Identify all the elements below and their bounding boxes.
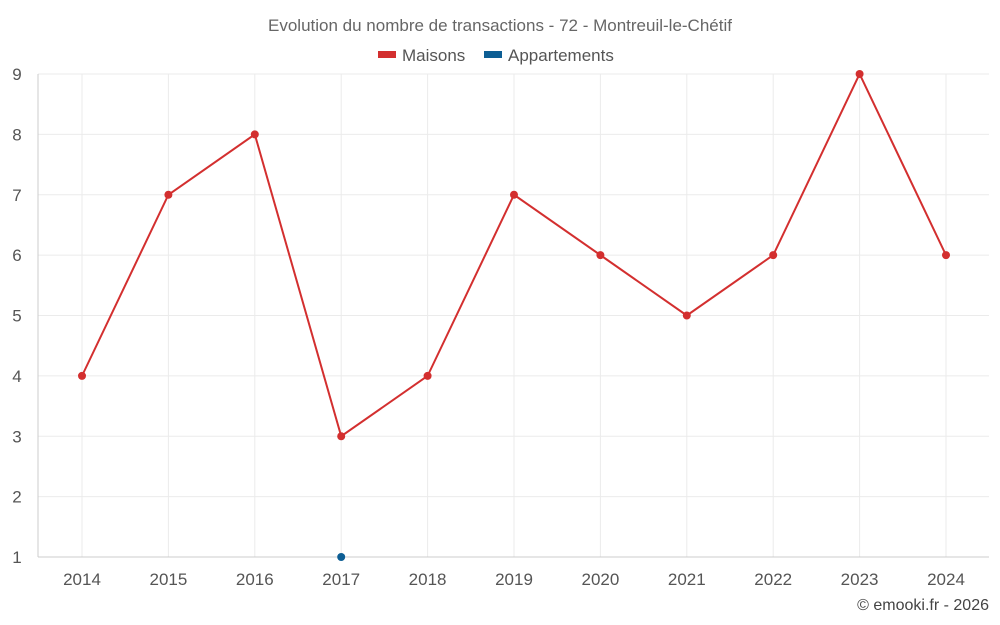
x-tick-label: 2020	[581, 570, 619, 589]
y-tick-label: 5	[12, 307, 21, 326]
x-tick-label: 2023	[841, 570, 879, 589]
data-point[interactable]	[942, 251, 950, 260]
legend: Maisons Appartements	[378, 46, 614, 65]
y-tick-label: 4	[12, 367, 21, 386]
series-maisons	[78, 70, 950, 441]
series-layer	[78, 70, 950, 561]
legend-item[interactable]: Appartements	[484, 46, 614, 65]
y-tick-label: 9	[12, 65, 21, 84]
y-tick-label: 8	[12, 125, 21, 144]
y-tick-label: 3	[12, 427, 21, 446]
x-tick-label: 2024	[927, 570, 965, 589]
series-appartements	[337, 553, 346, 561]
x-tick-label: 2014	[63, 570, 101, 589]
legend-swatch	[484, 51, 502, 58]
data-point[interactable]	[78, 371, 86, 380]
data-point[interactable]	[682, 311, 691, 320]
grid	[37, 73, 989, 558]
data-point[interactable]	[337, 432, 346, 441]
x-tick-label: 2022	[754, 570, 792, 589]
legend-label: Appartements	[508, 46, 614, 65]
y-axis-ticks: 1 2 3 4 5 6 7 8 9	[12, 65, 21, 567]
data-point[interactable]	[337, 553, 346, 561]
x-tick-label: 2019	[495, 570, 533, 589]
legend-item[interactable]: Maisons	[378, 46, 465, 65]
data-point[interactable]	[769, 251, 778, 260]
data-point[interactable]	[164, 190, 173, 199]
y-tick-label: 1	[12, 548, 21, 567]
x-tick-label: 2021	[668, 570, 706, 589]
data-point[interactable]	[596, 251, 605, 260]
credit-text: © emooki.fr - 2026	[857, 597, 989, 614]
chart-title: Evolution du nombre de transactions - 72…	[268, 16, 732, 35]
legend-swatch	[378, 51, 396, 58]
x-tick-label: 2015	[149, 570, 187, 589]
x-tick-label: 2016	[236, 570, 274, 589]
y-tick-label: 6	[12, 246, 21, 265]
x-tick-label: 2018	[409, 570, 447, 589]
data-point[interactable]	[250, 130, 259, 139]
legend-label: Maisons	[402, 46, 465, 65]
x-axis-ticks: 2014 2015 2016 2017 2018 2019 2020 2021 2022 2023…	[63, 570, 965, 589]
data-point[interactable]	[855, 70, 864, 78]
y-tick-label: 7	[12, 186, 21, 205]
data-point[interactable]	[510, 190, 518, 199]
x-tick-label: 2017	[322, 570, 360, 589]
y-tick-label: 2	[12, 488, 21, 507]
data-point[interactable]	[423, 371, 432, 380]
